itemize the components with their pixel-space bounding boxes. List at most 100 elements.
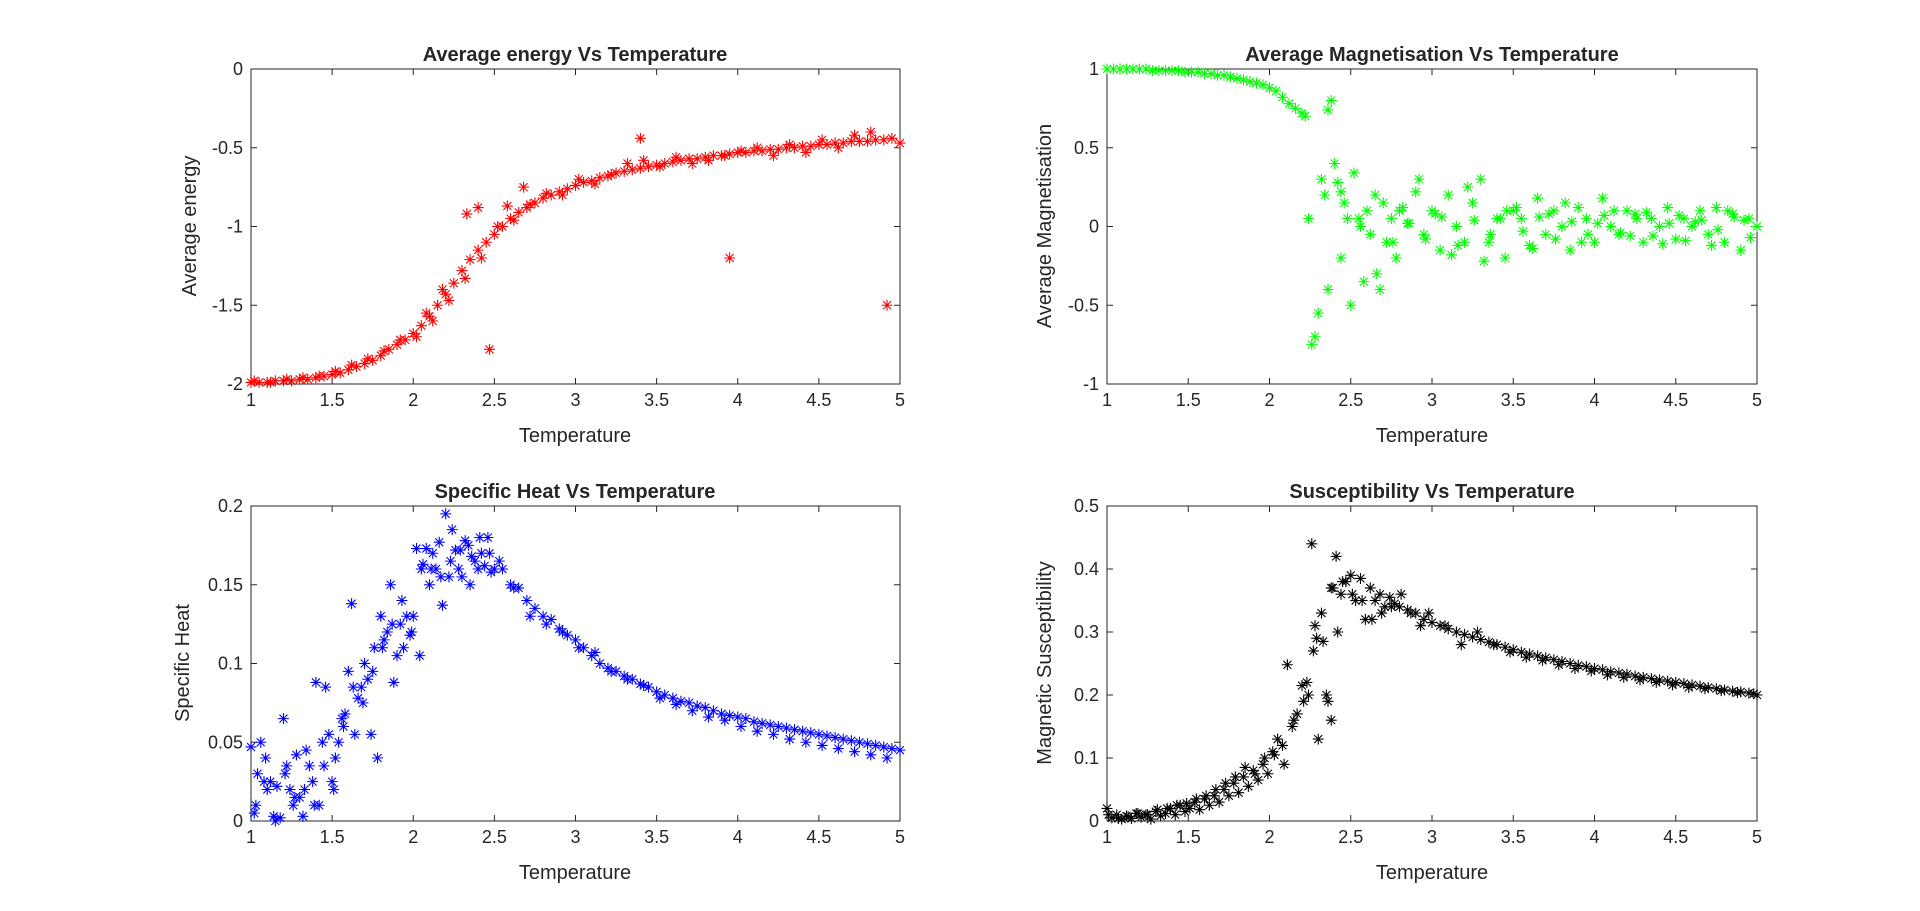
susceptibility-plot-data-point bbox=[1257, 758, 1269, 770]
specific-heat-plot-data-point bbox=[300, 744, 312, 756]
magnetisation-plot-data-point bbox=[1325, 95, 1337, 106]
energy-plot-data-point bbox=[475, 252, 487, 264]
specific-heat-plot-data-point bbox=[328, 784, 340, 795]
magnetisation-plot-data-point bbox=[1543, 208, 1555, 220]
energy-plot-data-point bbox=[248, 375, 260, 387]
specific-heat-plot-data-point bbox=[420, 543, 432, 555]
specific-heat-plot-data-point bbox=[561, 629, 573, 641]
energy-plot-data-point bbox=[621, 158, 633, 169]
magnetisation-plot-data-point bbox=[1312, 307, 1324, 319]
magnetisation-plot-ytick-label: 1 bbox=[1089, 59, 1099, 79]
magnetisation-plot-data-point bbox=[1397, 202, 1409, 214]
specific-heat-plot-data-point bbox=[479, 560, 491, 572]
magnetisation-plot-data-point bbox=[1719, 236, 1730, 248]
magnetisation-plot-xtick-label: 1.5 bbox=[1176, 390, 1201, 410]
specific-heat-plot-data-point bbox=[440, 508, 452, 520]
magnetisation-plot-data-point bbox=[1745, 232, 1756, 244]
magnetisation-plot-data-point bbox=[1192, 66, 1204, 78]
specific-heat-plot-data-point bbox=[271, 780, 283, 792]
energy-plot-data-point bbox=[853, 135, 865, 147]
magnetisation-plot-data-point bbox=[1381, 236, 1392, 248]
specific-heat-plot-data-point bbox=[686, 705, 698, 717]
energy-plot-data-point bbox=[691, 153, 703, 165]
energy-plot-data-point bbox=[294, 373, 306, 385]
susceptibility-plot-data-point bbox=[1112, 812, 1124, 824]
specific-heat-plot-data-point bbox=[821, 730, 833, 742]
specific-heat-plot-data-point bbox=[659, 689, 671, 701]
susceptibility-plot-data-point bbox=[1450, 626, 1462, 638]
magnetisation-plot-data-point bbox=[1418, 228, 1430, 240]
specific-heat-plot-data-point bbox=[845, 735, 857, 747]
susceptibility-plot-data-point bbox=[1286, 721, 1298, 732]
susceptibility-plot-data-point bbox=[1213, 796, 1225, 808]
energy-plot-data-point bbox=[410, 331, 422, 343]
magnetisation-plot-ylabel: Average Magnetisation bbox=[1034, 124, 1056, 328]
susceptibility-plot-data-point bbox=[1727, 685, 1739, 697]
energy-plot-data-point bbox=[350, 361, 362, 373]
energy-plot-data-point bbox=[626, 164, 638, 176]
magnetisation-plot-data-point bbox=[1689, 216, 1701, 228]
susceptibility-plot-data-point bbox=[1330, 550, 1342, 562]
magnetisation-plot-xlabel: Temperature bbox=[1376, 425, 1488, 447]
energy-plot-xtick-label: 1.5 bbox=[320, 390, 345, 410]
specific-heat-plot-data-point bbox=[281, 760, 293, 772]
magnetisation-plot-data-point bbox=[1548, 205, 1560, 217]
magnetisation-plot-data-point bbox=[1244, 76, 1256, 88]
susceptibility-plot-data-point bbox=[1332, 626, 1344, 638]
specific-heat-plot-data-point bbox=[250, 799, 262, 811]
specific-heat-plot-data-point bbox=[299, 784, 311, 795]
energy-plot-data-point bbox=[420, 307, 432, 319]
magnetisation-plot-data-point bbox=[1134, 63, 1145, 75]
magnetisation-plot-data-point bbox=[1580, 213, 1592, 225]
magnetisation-plot-data-point bbox=[1277, 91, 1288, 103]
energy-plot-data-point bbox=[865, 126, 877, 138]
energy-plot-data-point bbox=[886, 132, 898, 144]
magnetisation-plot-data-point bbox=[1485, 228, 1496, 240]
energy-plot-data-point bbox=[816, 134, 828, 146]
energy-plot-data-point bbox=[537, 192, 549, 204]
energy-plot-xtick-label: 2 bbox=[408, 390, 418, 410]
magnetisation-plot-data-point bbox=[1283, 98, 1295, 110]
energy-plot-data-point bbox=[767, 150, 779, 162]
energy-plot-data-point bbox=[578, 176, 590, 188]
susceptibility-plot-xtick-label: 5 bbox=[1752, 827, 1762, 847]
magnetisation-plot-data-point bbox=[1403, 217, 1415, 229]
magnetisation-plot-xtick-label: 3.5 bbox=[1501, 390, 1526, 410]
magnetisation-plot-data-point bbox=[1434, 244, 1446, 256]
energy-plot-data-point bbox=[518, 181, 530, 193]
magnetisation-plot-data-point bbox=[1251, 77, 1262, 89]
susceptibility-plot-data-point bbox=[1532, 650, 1544, 662]
magnetisation-plot-data-point bbox=[1712, 224, 1724, 236]
magnetisation-plot-data-point bbox=[1459, 236, 1470, 248]
magnetisation-plot-data-point bbox=[1369, 189, 1381, 201]
susceptibility-plot-data-point bbox=[1179, 806, 1191, 818]
energy-plot-ytick-label: -1.5 bbox=[212, 295, 243, 315]
magnetisation-plot-data-point bbox=[1722, 205, 1734, 217]
specific-heat-plot-data-point bbox=[269, 815, 281, 827]
energy-plot-data-point bbox=[540, 187, 552, 199]
specific-heat-plot-data-point bbox=[849, 746, 861, 758]
susceptibility-plot-xtick-label: 2.5 bbox=[1338, 827, 1363, 847]
energy-plot-data-point bbox=[472, 244, 484, 256]
magnetisation-plot-data-point bbox=[1576, 236, 1587, 248]
energy-plot-data-point bbox=[264, 376, 276, 388]
susceptibility-plot-xtick-label: 1.5 bbox=[1176, 827, 1201, 847]
specific-heat-plot-data-point bbox=[245, 741, 257, 753]
specific-heat-plot-data-point bbox=[417, 558, 429, 570]
magnetisation-plot-data-point bbox=[1559, 197, 1571, 209]
magnetisation-plot-data-point bbox=[1727, 208, 1739, 220]
energy-plot-data-point bbox=[459, 272, 471, 284]
magnetisation-plot-data-point bbox=[1212, 69, 1223, 81]
magnetisation-plot-data-point bbox=[1429, 208, 1441, 220]
susceptibility-plot-data-point bbox=[1272, 733, 1284, 745]
specific-heat-plot-data-point bbox=[287, 799, 299, 811]
specific-heat-plot-data-point bbox=[703, 711, 715, 723]
susceptibility-plot-data-point bbox=[1384, 591, 1396, 603]
susceptibility-plot-data-point bbox=[1418, 613, 1430, 625]
energy-plot-data-point bbox=[253, 376, 265, 388]
magnetisation-plot-data-point bbox=[1696, 214, 1708, 226]
susceptibility-plot-data-point bbox=[1488, 639, 1500, 651]
magnetisation-plot-xtick-label: 4.5 bbox=[1663, 390, 1688, 410]
energy-plot-data-point bbox=[277, 375, 289, 387]
